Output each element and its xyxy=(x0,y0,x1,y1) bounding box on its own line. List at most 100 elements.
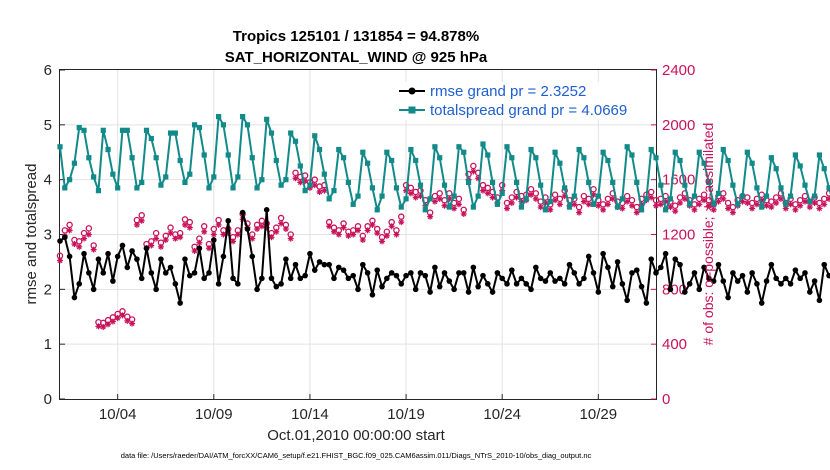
totalspread-point xyxy=(230,185,236,191)
rmse-point xyxy=(167,264,174,271)
chart-subtitle: SAT_HORIZONTAL_WIND @ 925 hPa xyxy=(225,49,488,66)
totalspread-point xyxy=(340,155,347,161)
obs-assimilated-point xyxy=(292,175,299,182)
asterisk-stroke xyxy=(658,201,664,207)
obs-assimilated-point xyxy=(157,243,164,250)
totalspread-point xyxy=(566,204,573,210)
totalspread-point xyxy=(480,141,486,147)
totalspread-point xyxy=(201,152,207,158)
obs-assimilated-point xyxy=(619,205,626,212)
totalspread-point xyxy=(778,185,784,191)
rmse-point xyxy=(441,270,448,276)
rmse-point xyxy=(177,300,183,306)
asterisk-stroke xyxy=(773,200,779,206)
totalspread-point xyxy=(413,157,419,164)
totalspread-point xyxy=(797,163,803,169)
totalspread-point xyxy=(76,124,82,131)
asterisk-stroke xyxy=(278,221,284,227)
totalspread-point xyxy=(235,174,241,180)
totalspread-point xyxy=(264,116,270,122)
asterisk-stroke xyxy=(100,324,106,330)
rmse-point xyxy=(763,278,770,284)
obs-assimilated-point xyxy=(273,228,280,235)
rmse-point xyxy=(600,250,606,257)
asterisk-stroke xyxy=(528,192,534,198)
obs-assimilated-point xyxy=(181,221,188,228)
obs-assimilated-point xyxy=(282,226,289,233)
obs-assimilated-point xyxy=(105,321,112,328)
rmse-point xyxy=(802,270,808,276)
obs-assimilated-point xyxy=(359,236,366,243)
obs-possible-point xyxy=(720,190,727,197)
rmse-point xyxy=(369,292,376,298)
rmse-point xyxy=(259,275,265,282)
rmse-point xyxy=(513,281,520,287)
asterisk-stroke xyxy=(778,196,784,202)
obs-assimilated-point xyxy=(504,205,510,212)
totalspread-point xyxy=(735,201,741,207)
rmse-point xyxy=(235,281,241,287)
asterisk-stroke xyxy=(826,197,830,202)
rmse-point xyxy=(537,275,544,282)
asterisk-stroke xyxy=(129,321,135,327)
totalspread-series xyxy=(57,114,830,213)
asterisk-stroke xyxy=(360,237,366,243)
obs-assimilated-point xyxy=(528,191,535,198)
rmse-point xyxy=(566,261,573,268)
obs-possible-point xyxy=(85,225,93,232)
obs-assimilated-point xyxy=(696,201,703,208)
asterisk-stroke xyxy=(408,190,414,196)
asterisk-stroke xyxy=(321,188,327,194)
obs-assimilated-point xyxy=(667,204,674,211)
totalspread-point xyxy=(206,185,212,191)
obs-assimilated-point xyxy=(311,182,318,189)
obs-assimilated-point xyxy=(633,209,640,216)
rmse-point xyxy=(778,281,784,287)
asterisk-stroke xyxy=(288,236,294,242)
asterisk-stroke xyxy=(691,207,697,213)
rmse-point xyxy=(412,286,419,293)
rmse-point xyxy=(518,275,525,282)
rmse-point xyxy=(403,272,409,279)
totalspread-point xyxy=(581,155,587,161)
totalspread-point xyxy=(504,144,510,150)
totalspread-point xyxy=(331,188,337,194)
asterisk-stroke xyxy=(182,222,188,228)
rmse-point xyxy=(782,275,789,282)
tick-label-right: 2000 xyxy=(662,117,695,134)
obs-assimilated-point xyxy=(76,243,83,250)
rmse-point xyxy=(739,272,746,279)
asterisk-stroke xyxy=(461,211,467,217)
asterisk-stroke xyxy=(538,204,544,210)
totalspread-point xyxy=(807,199,813,205)
totalspread-point xyxy=(614,204,621,210)
asterisk-stroke xyxy=(220,231,226,238)
totalspread-point xyxy=(523,196,529,202)
legend-spread-marker xyxy=(408,106,416,114)
right-axis-ticks: 0 400 800 1200 1600 2000 2400 xyxy=(651,62,695,408)
asterisk-stroke xyxy=(86,231,92,238)
asterisk-stroke xyxy=(432,199,438,205)
asterisk-stroke xyxy=(725,205,731,211)
obs-assimilated-point xyxy=(162,236,169,243)
totalspread-point xyxy=(744,149,750,155)
totalspread-point xyxy=(470,204,476,210)
asterisk-stroke xyxy=(206,245,212,251)
totalspread-point xyxy=(177,157,183,164)
asterisk-stroke xyxy=(797,203,803,209)
data-file-footnote: data file: /Users/raeder/DAI/ATM_forcXX/… xyxy=(121,451,592,460)
totalspread-point xyxy=(249,155,255,161)
legend-box xyxy=(395,82,651,120)
asterisk-stroke xyxy=(730,210,736,216)
rmse-point xyxy=(633,267,640,273)
obs-assimilated-point xyxy=(230,238,237,245)
obs-assimilated-point xyxy=(460,210,467,217)
rmse-point xyxy=(220,253,227,260)
totalspread-point xyxy=(389,157,395,164)
rmse-point xyxy=(345,275,352,282)
totalspread-point xyxy=(139,179,145,186)
rmse-point xyxy=(773,275,779,282)
asterisk-stroke xyxy=(105,321,111,327)
rmse-point xyxy=(283,256,289,262)
totalspread-point xyxy=(816,152,823,158)
